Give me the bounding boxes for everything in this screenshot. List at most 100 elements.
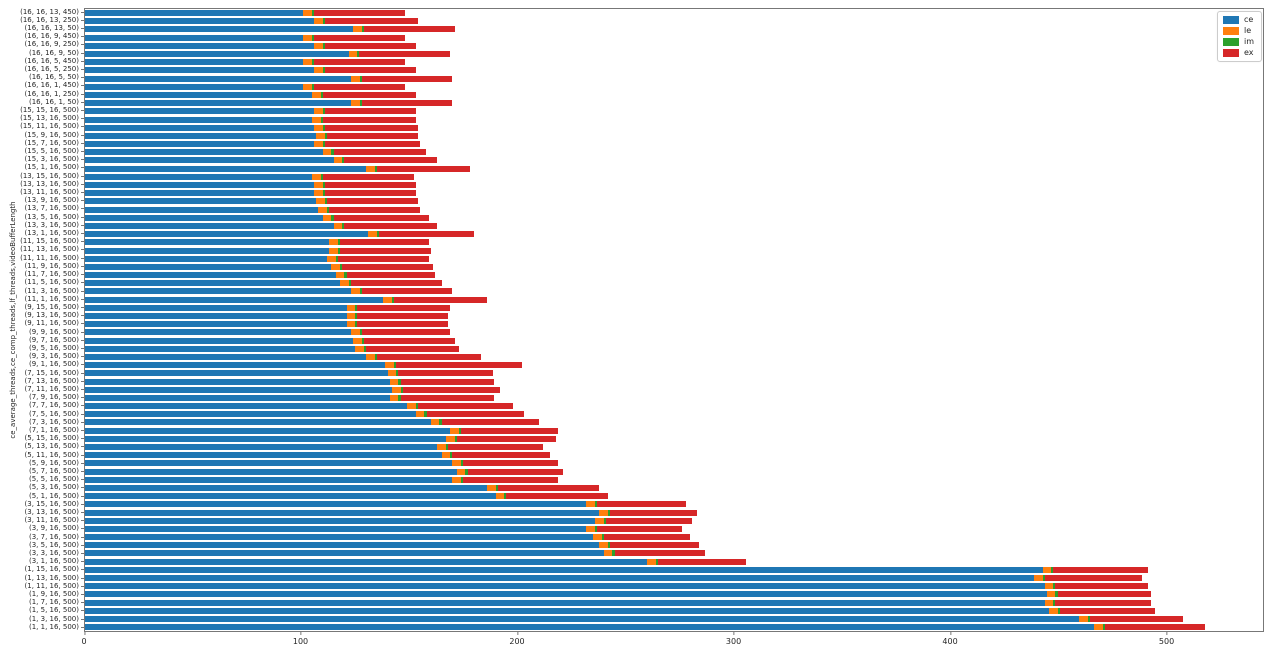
bar-segment-ex xyxy=(1053,566,1149,573)
bar-segment-le xyxy=(445,435,455,442)
bar-segment-le xyxy=(335,272,345,279)
bar-row xyxy=(85,156,1263,164)
x-axis-tick-labels: 0 100 200 300 400 500 xyxy=(81,632,1264,654)
bar-segment-le xyxy=(415,411,425,418)
bar-segment-ce xyxy=(85,591,1047,598)
y-tick-label: (15, 3, 16, 500) xyxy=(0,156,84,164)
bar-segment-ex xyxy=(1057,591,1151,598)
y-tick-label: (1, 5, 16, 500) xyxy=(0,607,84,615)
y-tick-label: (7, 1, 16, 500) xyxy=(0,426,84,434)
bar-segment-ce xyxy=(85,534,593,541)
bar-segment-ex xyxy=(610,509,697,516)
bar-segment-ce xyxy=(85,206,319,213)
stacked-bar xyxy=(85,149,1263,156)
bar-segment-le xyxy=(350,329,360,336)
bar-segment-ce xyxy=(85,444,438,451)
bar-segment-ex xyxy=(1044,575,1142,582)
bar-segment-ex xyxy=(402,386,500,393)
bar-segment-ex xyxy=(1090,615,1183,622)
bar-segment-le xyxy=(586,525,596,532)
bar-segment-ex xyxy=(324,141,420,148)
bar-segment-ce xyxy=(85,542,600,549)
bar-segment-ex xyxy=(361,288,453,295)
bar-segment-ce xyxy=(85,427,451,434)
bar-row xyxy=(85,279,1263,287)
legend-swatch-ex xyxy=(1222,49,1239,57)
bar-segment-le xyxy=(495,493,505,500)
bar-segment-ex xyxy=(610,542,699,549)
y-tick-label: (15, 5, 16, 500) xyxy=(0,147,84,155)
bar-row xyxy=(85,525,1263,533)
bar-segment-im xyxy=(348,280,351,287)
bar-segment-ex xyxy=(365,345,459,352)
bar-segment-ce xyxy=(85,42,315,49)
bar-segment-ce xyxy=(85,222,334,229)
bar-segment-ce xyxy=(85,296,384,303)
bar-segment-le xyxy=(1049,607,1058,614)
y-tick-label: (16, 16, 13, 250) xyxy=(0,16,84,24)
bar-segment-im xyxy=(324,132,328,139)
bar-row xyxy=(85,42,1263,50)
bar-segment-im xyxy=(320,116,323,123)
bar-row xyxy=(85,91,1263,99)
bar-row xyxy=(85,549,1263,557)
bar-segment-ce xyxy=(85,411,416,418)
bar-segment-ce xyxy=(85,75,351,82)
bar-segment-ex xyxy=(448,444,544,451)
bar-segment-ex xyxy=(363,337,455,344)
y-tick-label: (3, 3, 16, 500) xyxy=(0,549,84,557)
stacked-bar xyxy=(85,321,1263,328)
bar-segment-ce xyxy=(85,263,332,270)
bar-row xyxy=(85,566,1263,574)
bar-row xyxy=(85,34,1263,42)
stacked-bar xyxy=(85,313,1263,320)
stacked-bar xyxy=(85,247,1263,254)
bar-row xyxy=(85,214,1263,222)
bar-segment-le xyxy=(407,403,416,410)
bar-segment-le xyxy=(303,34,312,41)
bar-segment-ex xyxy=(322,116,416,123)
bar-segment-le xyxy=(353,337,362,344)
stacked-bar xyxy=(85,59,1263,66)
bar-segment-ex xyxy=(314,10,405,17)
bar-segment-le xyxy=(441,452,451,459)
legend-item-im: im xyxy=(1222,38,1254,46)
bar-segment-im xyxy=(322,141,325,148)
bar-segment-ce xyxy=(85,329,351,336)
bar-segment-ce xyxy=(85,517,596,524)
bar-row xyxy=(85,230,1263,238)
bar-segment-ex xyxy=(378,231,475,238)
bar-segment-im xyxy=(357,51,360,58)
bar-row xyxy=(85,75,1263,83)
bar-segment-le xyxy=(383,296,392,303)
stacked-bar xyxy=(85,26,1263,33)
stacked-bar xyxy=(85,288,1263,295)
bar-segment-ce xyxy=(85,583,1045,590)
bar-row xyxy=(85,623,1263,631)
bar-segment-im xyxy=(337,247,341,254)
y-tick-label: (11, 15, 16, 500) xyxy=(0,238,84,246)
bar-segment-im xyxy=(400,386,403,393)
stacked-bar xyxy=(85,75,1263,82)
bar-segment-im xyxy=(450,452,453,459)
bar-segment-ex xyxy=(322,91,416,98)
stacked-bar xyxy=(85,165,1263,172)
y-tick-label: (1, 11, 16, 500) xyxy=(0,582,84,590)
bar-segment-im xyxy=(359,288,362,295)
y-tick-label: (13, 5, 16, 500) xyxy=(0,213,84,221)
bar-segment-ex xyxy=(359,51,451,58)
stacked-bar xyxy=(85,575,1263,582)
y-tick-label: (16, 16, 9, 250) xyxy=(0,41,84,49)
bar-segment-ex xyxy=(357,313,449,320)
y-tick-label: (5, 9, 16, 500) xyxy=(0,459,84,467)
bar-row xyxy=(85,255,1263,263)
bar-segment-im xyxy=(1087,615,1091,622)
bar-segment-le xyxy=(355,345,364,352)
bar-segment-le xyxy=(316,198,325,205)
bar-row xyxy=(85,25,1263,33)
bar-row xyxy=(85,337,1263,345)
stacked-bar xyxy=(85,190,1263,197)
bar-segment-ce xyxy=(85,272,336,279)
bar-row xyxy=(85,361,1263,369)
bar-segment-im xyxy=(311,83,315,90)
